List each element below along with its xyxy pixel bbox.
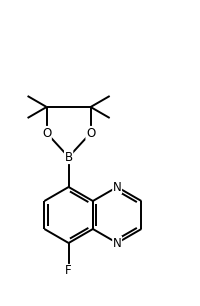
- Text: O: O: [86, 126, 95, 140]
- Text: N: N: [112, 237, 121, 249]
- Text: F: F: [65, 264, 72, 278]
- Text: B: B: [64, 151, 72, 163]
- Text: N: N: [112, 181, 121, 193]
- Text: O: O: [42, 126, 51, 140]
